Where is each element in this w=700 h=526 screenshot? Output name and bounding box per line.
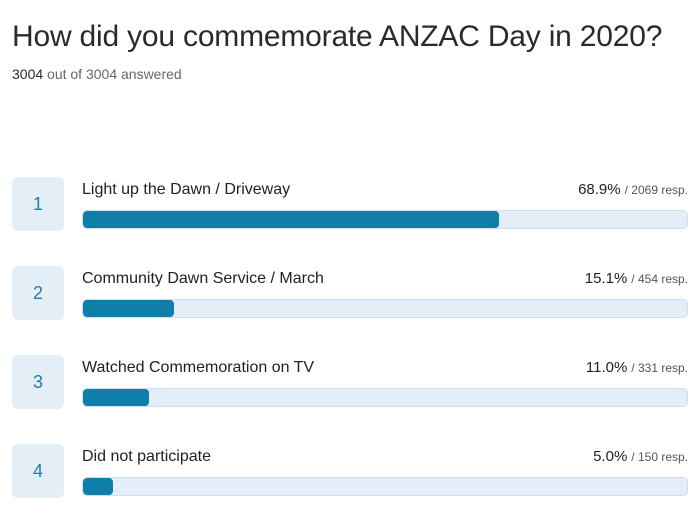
option-percent: 5.0% (593, 448, 628, 465)
option-percent: 11.0% (585, 359, 628, 376)
page-title: How did you commemorate ANZAC Day in 202… (12, 20, 663, 53)
bar-fill (83, 478, 114, 495)
rank-badge: 2 (12, 266, 64, 320)
bar-fill (83, 389, 150, 406)
answered-suffix: out of 3004 answered (47, 66, 182, 82)
rank-badge: 1 (12, 177, 64, 231)
bar-fill (83, 300, 175, 317)
result-row: 2 Community Dawn Service / March 15.1% / … (0, 266, 700, 326)
answered-count: 3004 (12, 66, 44, 82)
option-stats: 11.0%/ 331 resp. (586, 359, 688, 377)
bar-fill (83, 211, 500, 228)
bar-track (82, 210, 688, 229)
result-row: 4 Did not participate 5.0%/ 150 resp. (0, 444, 700, 504)
option-responses: / 150 resp. (631, 450, 688, 464)
option-responses: / 331 resp. (631, 361, 688, 375)
rank-badge: 3 (12, 355, 64, 409)
result-row: 3 Watched Commemoration on TV 11.0%/ 331… (0, 355, 700, 415)
option-responses: / 2069 resp. (624, 183, 688, 197)
option-stats: 15.1%/ 454 resp. (585, 270, 688, 288)
rank-badge: 4 (12, 444, 64, 498)
option-percent: 15.1% (584, 270, 628, 287)
option-stats: 68.9%/ 2069 resp. (578, 181, 688, 199)
option-label: Light up the Dawn / Driveway (82, 181, 291, 198)
bar-track (82, 477, 688, 496)
option-percent: 68.9% (578, 181, 621, 198)
option-stats: 5.0%/ 150 resp. (593, 448, 688, 466)
bar-track (82, 388, 688, 407)
option-label: Watched Commemoration on TV (82, 359, 315, 376)
option-label: Community Dawn Service / March (82, 270, 324, 287)
option-responses: / 454 resp. (631, 272, 688, 286)
bar-track (82, 299, 688, 318)
result-row: 1 Light up the Dawn / Driveway 68.9%/ 20… (0, 177, 700, 237)
option-label: Did not participate (82, 448, 211, 465)
answered-summary: 3004 out of 3004 answered (12, 66, 182, 82)
